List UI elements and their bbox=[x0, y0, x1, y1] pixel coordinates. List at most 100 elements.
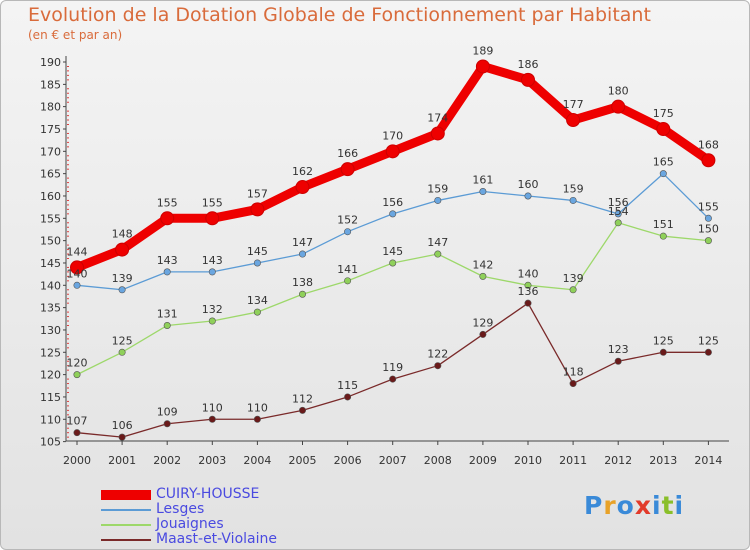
data-label: 132 bbox=[202, 303, 223, 316]
data-point bbox=[163, 420, 171, 428]
data-label: 155 bbox=[202, 196, 223, 209]
data-label: 136 bbox=[518, 285, 539, 298]
data-label: 155 bbox=[157, 196, 178, 209]
x-tick-label: 2008 bbox=[424, 454, 452, 467]
data-point bbox=[208, 415, 216, 423]
data-label: 144 bbox=[67, 245, 88, 258]
data-point bbox=[160, 211, 175, 226]
x-tick-label: 2000 bbox=[63, 454, 91, 467]
logo-letter: t bbox=[661, 491, 675, 520]
data-label: 161 bbox=[472, 174, 493, 187]
data-point bbox=[659, 348, 667, 356]
data-point bbox=[344, 393, 352, 401]
data-point bbox=[659, 232, 667, 240]
data-label: 150 bbox=[698, 223, 719, 236]
data-point bbox=[205, 211, 220, 226]
data-point bbox=[704, 348, 712, 356]
x-tick-label: 2011 bbox=[559, 454, 587, 467]
x-tick-label: 2009 bbox=[469, 454, 497, 467]
data-point bbox=[344, 277, 352, 285]
legend-swatch bbox=[101, 524, 151, 526]
legend-label: Jouaignes bbox=[156, 516, 224, 532]
data-label: 107 bbox=[67, 415, 88, 428]
data-point bbox=[704, 214, 712, 222]
logo-letter: i bbox=[652, 491, 662, 520]
data-point bbox=[389, 259, 397, 267]
y-tick-label: 155 bbox=[40, 212, 61, 225]
data-point bbox=[614, 219, 622, 227]
data-label: 125 bbox=[698, 334, 719, 347]
y-tick-label: 140 bbox=[40, 279, 61, 292]
data-point bbox=[701, 153, 716, 168]
x-tick-label: 2014 bbox=[694, 454, 722, 467]
data-point bbox=[434, 362, 442, 370]
data-label: 140 bbox=[518, 267, 539, 280]
data-label: 147 bbox=[427, 236, 448, 249]
data-point bbox=[524, 299, 532, 307]
data-label: 180 bbox=[608, 85, 629, 98]
data-label: 131 bbox=[157, 307, 178, 320]
data-label: 156 bbox=[382, 196, 403, 209]
data-point bbox=[253, 415, 261, 423]
legend-swatch bbox=[101, 539, 151, 541]
data-point bbox=[163, 268, 171, 276]
data-point bbox=[298, 406, 306, 414]
data-point bbox=[479, 188, 487, 196]
data-label: 175 bbox=[653, 107, 674, 120]
data-point bbox=[434, 196, 442, 204]
data-point bbox=[659, 170, 667, 178]
data-label: 159 bbox=[427, 182, 448, 195]
x-tick-label: 2010 bbox=[514, 454, 542, 467]
data-label: 139 bbox=[563, 272, 584, 285]
data-label: 119 bbox=[382, 361, 403, 374]
data-label: 122 bbox=[427, 348, 448, 361]
data-point bbox=[253, 259, 261, 267]
data-label: 145 bbox=[382, 245, 403, 258]
data-point bbox=[524, 281, 532, 289]
data-point bbox=[524, 192, 532, 200]
data-label: 110 bbox=[202, 401, 223, 414]
data-point bbox=[566, 113, 581, 128]
data-label: 106 bbox=[112, 419, 133, 432]
data-point bbox=[73, 371, 81, 379]
legend-item: CUIRY-HOUSSE bbox=[101, 487, 321, 502]
data-point bbox=[250, 202, 265, 217]
y-tick-label: 165 bbox=[40, 168, 61, 181]
data-point bbox=[434, 250, 442, 258]
data-label: 125 bbox=[653, 334, 674, 347]
proxiti-logo: Proxiti bbox=[584, 491, 684, 520]
y-tick-label: 130 bbox=[40, 324, 61, 337]
x-tick-label: 2004 bbox=[243, 454, 271, 467]
data-label: 151 bbox=[653, 218, 674, 231]
y-tick-label: 105 bbox=[40, 436, 61, 449]
data-label: 165 bbox=[653, 156, 674, 169]
data-label: 152 bbox=[337, 214, 358, 227]
x-tick-label: 2013 bbox=[649, 454, 677, 467]
data-label: 157 bbox=[247, 187, 268, 200]
data-point bbox=[298, 250, 306, 258]
data-point bbox=[163, 321, 171, 329]
y-tick-label: 190 bbox=[40, 56, 61, 69]
y-tick-label: 135 bbox=[40, 302, 61, 315]
data-point bbox=[385, 144, 400, 159]
legend-item: Lesges bbox=[101, 502, 321, 517]
data-label: 134 bbox=[247, 294, 268, 307]
y-tick-label: 175 bbox=[40, 123, 61, 136]
data-point bbox=[115, 242, 130, 257]
logo-letter: i bbox=[674, 491, 685, 520]
data-label: 189 bbox=[472, 44, 493, 57]
chart-subtitle: (en € et par an) bbox=[28, 28, 123, 42]
y-tick-label: 120 bbox=[40, 369, 61, 382]
data-point bbox=[118, 433, 126, 441]
data-point bbox=[475, 59, 490, 74]
data-point bbox=[298, 290, 306, 298]
legend-swatch bbox=[101, 490, 151, 500]
y-tick-label: 110 bbox=[40, 413, 61, 426]
data-label: 170 bbox=[382, 129, 403, 142]
legend: CUIRY-HOUSSE Lesges Jouaignes Maast-et-Viol… bbox=[101, 487, 321, 547]
data-label: 147 bbox=[292, 236, 313, 249]
legend-label: Maast-et-Violaine bbox=[156, 531, 277, 547]
data-point bbox=[340, 162, 355, 177]
y-tick-label: 185 bbox=[40, 78, 61, 91]
legend-item: Maast-et-Violaine bbox=[101, 532, 321, 547]
